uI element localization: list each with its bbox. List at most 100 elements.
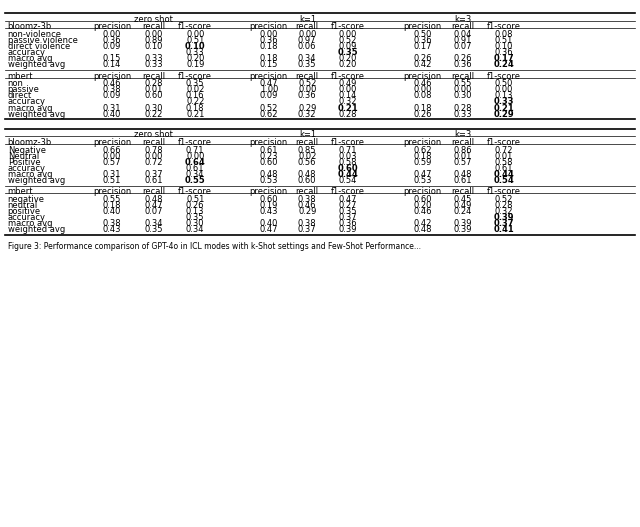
Text: 0.18: 0.18 (186, 103, 204, 113)
Text: 0.29: 0.29 (298, 207, 316, 216)
Text: 0.51: 0.51 (103, 176, 121, 185)
Text: 0.13: 0.13 (495, 91, 513, 101)
Text: bloomz-3b: bloomz-3b (8, 138, 52, 147)
Text: 0.18: 0.18 (413, 152, 431, 161)
Text: Negative: Negative (8, 145, 45, 155)
Text: 0.48: 0.48 (260, 170, 278, 179)
Text: 0.61: 0.61 (260, 145, 278, 155)
Text: 0.33: 0.33 (144, 54, 163, 63)
Text: precision: precision (250, 72, 288, 81)
Text: k=1: k=1 (300, 15, 316, 24)
Text: 0.91: 0.91 (454, 36, 472, 45)
Text: 0.21: 0.21 (493, 103, 514, 113)
Text: direct: direct (8, 91, 32, 101)
Text: 0.71: 0.71 (339, 145, 356, 155)
Text: 0.28: 0.28 (495, 201, 513, 210)
Text: 0.40: 0.40 (103, 110, 121, 119)
Text: 0.49: 0.49 (454, 201, 472, 210)
Text: 0.33: 0.33 (453, 110, 472, 119)
Text: 0.43: 0.43 (260, 207, 278, 216)
Text: 0.39: 0.39 (493, 213, 514, 222)
Text: 0.58: 0.58 (495, 158, 513, 167)
Text: 0.15: 0.15 (260, 60, 278, 70)
Text: 0.00: 0.00 (260, 30, 278, 39)
Text: zero shot: zero shot (134, 130, 173, 140)
Text: 0.00: 0.00 (186, 30, 204, 39)
Text: 0.60: 0.60 (260, 158, 278, 167)
Text: 0.28: 0.28 (339, 110, 356, 119)
Text: 0.47: 0.47 (339, 195, 356, 204)
Text: 0.08: 0.08 (495, 30, 513, 39)
Text: 0.29: 0.29 (298, 103, 316, 113)
Text: k=3: k=3 (454, 15, 472, 24)
Text: 0.00: 0.00 (298, 85, 316, 94)
Text: 0.33: 0.33 (493, 97, 514, 106)
Text: 0.35: 0.35 (339, 207, 356, 216)
Text: 0.10: 0.10 (495, 42, 513, 51)
Text: 0.10: 0.10 (145, 42, 163, 51)
Text: 0.00: 0.00 (103, 30, 121, 39)
Text: 0.18: 0.18 (260, 54, 278, 63)
Text: 0.28: 0.28 (454, 103, 472, 113)
Text: 0.38: 0.38 (298, 219, 317, 228)
Text: precision: precision (250, 22, 288, 32)
Text: 0.51: 0.51 (186, 195, 204, 204)
Text: 0.60: 0.60 (337, 164, 358, 173)
Text: precision: precision (93, 138, 131, 147)
Text: 0.59: 0.59 (413, 158, 431, 167)
Text: Positive: Positive (8, 158, 40, 167)
Text: 0.18: 0.18 (260, 42, 278, 51)
Text: 0.00: 0.00 (145, 30, 163, 39)
Text: 0.35: 0.35 (298, 60, 316, 70)
Text: 0.48: 0.48 (145, 195, 163, 204)
Text: 0.20: 0.20 (186, 54, 204, 63)
Text: recall: recall (296, 22, 319, 32)
Text: 0.47: 0.47 (145, 201, 163, 210)
Text: 0.61: 0.61 (186, 164, 204, 173)
Text: 0.30: 0.30 (186, 219, 204, 228)
Text: weighted avg: weighted avg (8, 110, 65, 119)
Text: passive violence: passive violence (8, 36, 77, 45)
Text: 0.85: 0.85 (298, 145, 316, 155)
Text: 0.53: 0.53 (260, 176, 278, 185)
Text: neutral: neutral (8, 201, 38, 210)
Text: recall: recall (296, 138, 319, 147)
Text: 0.34: 0.34 (186, 225, 204, 235)
Text: Figure 3: Performance comparison of GPT-4o in ICL modes with k-Shot settings and: Figure 3: Performance comparison of GPT-… (8, 242, 420, 251)
Text: 0.32: 0.32 (339, 97, 356, 106)
Text: 0.39: 0.39 (339, 225, 356, 235)
Text: 0.20: 0.20 (413, 201, 431, 210)
Text: 0.49: 0.49 (339, 79, 356, 89)
Text: k=1: k=1 (300, 130, 316, 140)
Text: 0.66: 0.66 (102, 145, 122, 155)
Text: 0.26: 0.26 (454, 54, 472, 63)
Text: non: non (8, 79, 24, 89)
Text: recall: recall (451, 187, 474, 197)
Text: precision: precision (403, 138, 442, 147)
Text: 0.14: 0.14 (103, 60, 121, 70)
Text: 0.47: 0.47 (260, 79, 278, 89)
Text: 0.46: 0.46 (413, 207, 431, 216)
Text: f1-score: f1-score (486, 187, 521, 197)
Text: 0.08: 0.08 (413, 91, 431, 101)
Text: 0.02: 0.02 (186, 85, 204, 94)
Text: 0.02: 0.02 (298, 152, 316, 161)
Text: direct violence: direct violence (8, 42, 70, 51)
Text: 0.22: 0.22 (145, 110, 163, 119)
Text: 0.00: 0.00 (454, 85, 472, 94)
Text: 0.00: 0.00 (413, 85, 431, 94)
Text: 0.36: 0.36 (102, 36, 122, 45)
Text: 0.60: 0.60 (298, 176, 316, 185)
Text: weighted avg: weighted avg (8, 60, 65, 70)
Text: 0.09: 0.09 (260, 91, 278, 101)
Text: 0.30: 0.30 (145, 103, 163, 113)
Text: 0.56: 0.56 (298, 158, 316, 167)
Text: 0.71: 0.71 (186, 145, 204, 155)
Text: f1-score: f1-score (486, 138, 521, 147)
Text: macro avg: macro avg (8, 54, 52, 63)
Text: 0.57: 0.57 (454, 158, 472, 167)
Text: 0.35: 0.35 (186, 213, 204, 222)
Text: recall: recall (451, 138, 474, 147)
Text: 0.26: 0.26 (413, 110, 431, 119)
Text: 0.36: 0.36 (259, 36, 278, 45)
